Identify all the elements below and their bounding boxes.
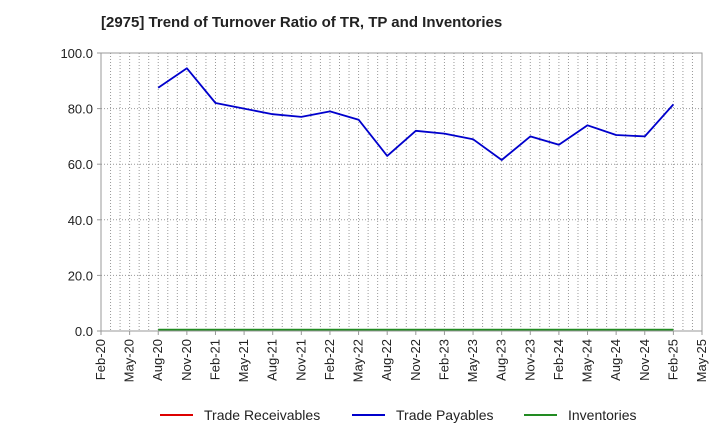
- x-tick-label: Aug-23: [494, 339, 509, 381]
- x-tick-label: Nov-21: [293, 339, 308, 381]
- x-tick-label: Feb-24: [551, 339, 566, 380]
- x-tick-label: May-21: [236, 339, 251, 382]
- x-tick-label: May-24: [580, 339, 595, 382]
- y-tick-label: 80.0: [68, 102, 93, 117]
- x-tick-label: Aug-21: [265, 339, 280, 381]
- series-lines: [157, 67, 675, 331]
- x-tick-label: Aug-24: [608, 339, 623, 381]
- series-line-trade-payables: [157, 67, 675, 161]
- chart-title: [2975] Trend of Turnover Ratio of TR, TP…: [101, 14, 503, 31]
- x-tick-label: May-20: [122, 339, 137, 382]
- gridlines: [101, 52, 702, 331]
- x-tick-label: Feb-23: [436, 339, 451, 380]
- x-tick-label: May-23: [465, 339, 480, 382]
- legend-label-inventories: Inventories: [568, 407, 636, 423]
- y-tick-label: 0.0: [75, 324, 93, 339]
- y-tick-label: 20.0: [68, 268, 93, 283]
- y-tick-label: 60.0: [68, 157, 93, 172]
- x-tick-label: Feb-22: [322, 339, 337, 380]
- x-tick-label: Aug-22: [379, 339, 394, 381]
- x-tick-label: Nov-22: [408, 339, 423, 381]
- x-tick-label: Aug-20: [150, 339, 165, 381]
- legend-label-trade-receivables: Trade Receivables: [204, 407, 320, 423]
- plot-frame: [100, 52, 703, 332]
- legend: Trade Receivables Trade Payables Inventori…: [160, 407, 636, 423]
- y-tick-label: 40.0: [68, 213, 93, 228]
- axes: 0.0 20.0 40.0 60.0 80.0 100.0 Feb-20 May-20 Aug-…: [60, 46, 709, 382]
- x-tick-label: May-22: [351, 339, 366, 382]
- x-tick-label: Nov-20: [179, 339, 194, 381]
- legend-label-trade-payables: Trade Payables: [396, 407, 494, 423]
- x-tick-label: Feb-25: [665, 339, 680, 380]
- x-tick-label: Feb-20: [93, 339, 108, 380]
- x-tick-label: Nov-24: [637, 339, 652, 381]
- x-tick-label: May-25: [694, 339, 709, 382]
- y-tick-label: 100.0: [60, 46, 93, 61]
- x-tick-label: Feb-21: [207, 339, 222, 380]
- x-tick-label: Nov-23: [522, 339, 537, 381]
